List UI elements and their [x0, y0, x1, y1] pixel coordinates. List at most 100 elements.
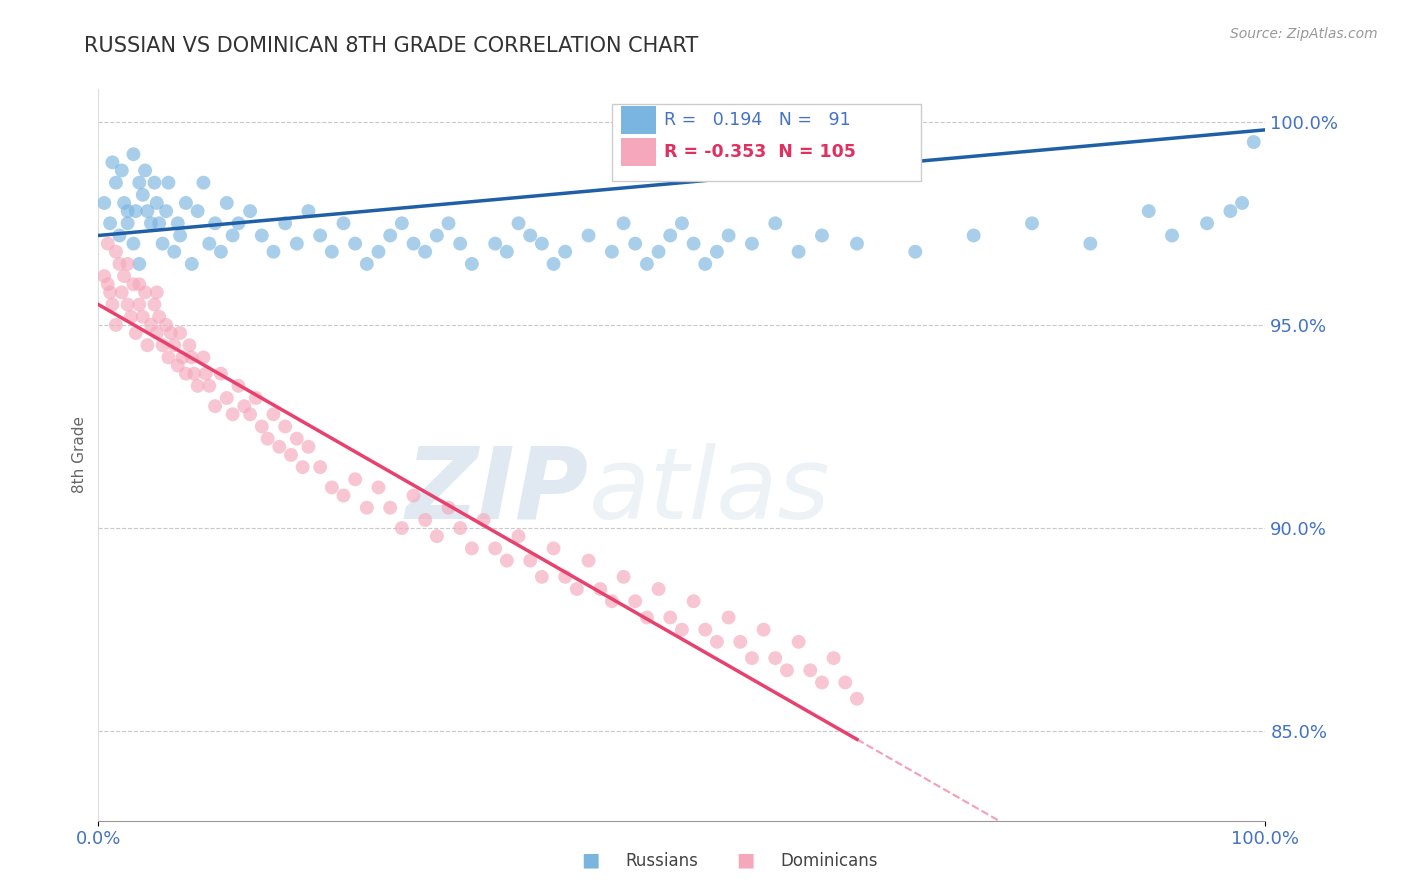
Point	[111, 285, 134, 300]
Point	[554, 570, 576, 584]
Point	[717, 610, 740, 624]
Point	[508, 216, 530, 230]
Point	[763, 216, 786, 230]
Point	[221, 407, 243, 421]
Point	[180, 257, 202, 271]
Point	[297, 440, 319, 454]
FancyBboxPatch shape	[612, 103, 921, 180]
Point	[695, 623, 717, 637]
Point	[111, 163, 134, 178]
Point	[104, 244, 127, 259]
Point	[356, 257, 378, 271]
Point	[787, 244, 810, 259]
Text: ■: ■	[581, 851, 600, 870]
Text: Russians: Russians	[626, 852, 699, 870]
Point	[187, 204, 209, 219]
Point	[449, 521, 471, 535]
Point	[776, 663, 799, 677]
Point	[250, 419, 273, 434]
Point	[530, 570, 553, 584]
Point	[221, 228, 243, 243]
Point	[1230, 196, 1253, 211]
Point	[730, 635, 752, 649]
Point	[274, 216, 297, 230]
Point	[391, 521, 413, 535]
Point	[209, 367, 232, 381]
Point	[437, 500, 460, 515]
Point	[624, 236, 647, 251]
Bar	[621, 106, 657, 134]
Point	[256, 432, 278, 446]
Point	[624, 594, 647, 608]
Point	[117, 257, 139, 271]
Point	[823, 651, 845, 665]
Point	[132, 187, 155, 202]
Point	[589, 582, 612, 596]
Point	[578, 228, 600, 243]
Point	[543, 257, 565, 271]
Point	[233, 399, 256, 413]
Point	[600, 244, 623, 259]
Point	[356, 500, 378, 515]
Point	[166, 216, 188, 230]
Point	[472, 513, 495, 527]
Point	[380, 228, 402, 243]
Point	[413, 513, 436, 527]
Point	[204, 399, 226, 413]
Text: R =   0.194   N =   91: R = 0.194 N = 91	[665, 111, 851, 129]
Point	[146, 326, 169, 340]
Point	[128, 297, 150, 311]
Point	[285, 236, 308, 251]
Point	[402, 489, 425, 503]
Point	[148, 216, 170, 230]
Point	[530, 236, 553, 251]
Point	[285, 432, 308, 446]
Point	[198, 379, 221, 393]
Point	[811, 228, 834, 243]
Point	[117, 216, 139, 230]
Point	[659, 610, 682, 624]
Point	[146, 285, 169, 300]
Point	[449, 236, 471, 251]
Point	[155, 204, 177, 219]
Point	[239, 407, 262, 421]
Point	[846, 691, 869, 706]
Point	[139, 216, 162, 230]
Point	[125, 326, 148, 340]
Point	[426, 529, 449, 543]
Point	[309, 460, 332, 475]
Point	[799, 663, 821, 677]
Point	[461, 541, 484, 556]
Point	[496, 244, 519, 259]
Point	[112, 196, 135, 211]
Point	[169, 326, 191, 340]
Point	[367, 244, 389, 259]
Point	[139, 318, 162, 332]
Point	[146, 196, 169, 211]
Point	[297, 204, 319, 219]
Point	[565, 582, 588, 596]
Point	[125, 204, 148, 219]
Point	[706, 244, 728, 259]
Point	[108, 257, 131, 271]
Point	[519, 228, 541, 243]
Point	[367, 480, 389, 494]
Point	[647, 244, 669, 259]
Point	[332, 216, 354, 230]
Point	[402, 236, 425, 251]
Point	[496, 553, 519, 567]
Point	[291, 460, 314, 475]
Text: ■: ■	[735, 851, 755, 870]
Point	[215, 196, 238, 211]
Point	[741, 236, 763, 251]
Point	[174, 367, 197, 381]
Point	[98, 285, 121, 300]
Point	[104, 318, 127, 332]
Point	[752, 623, 775, 637]
Point	[671, 623, 693, 637]
Point	[613, 570, 636, 584]
Point	[1243, 135, 1265, 149]
Point	[101, 297, 124, 311]
Point	[1195, 216, 1218, 230]
Text: ZIP: ZIP	[405, 443, 589, 540]
